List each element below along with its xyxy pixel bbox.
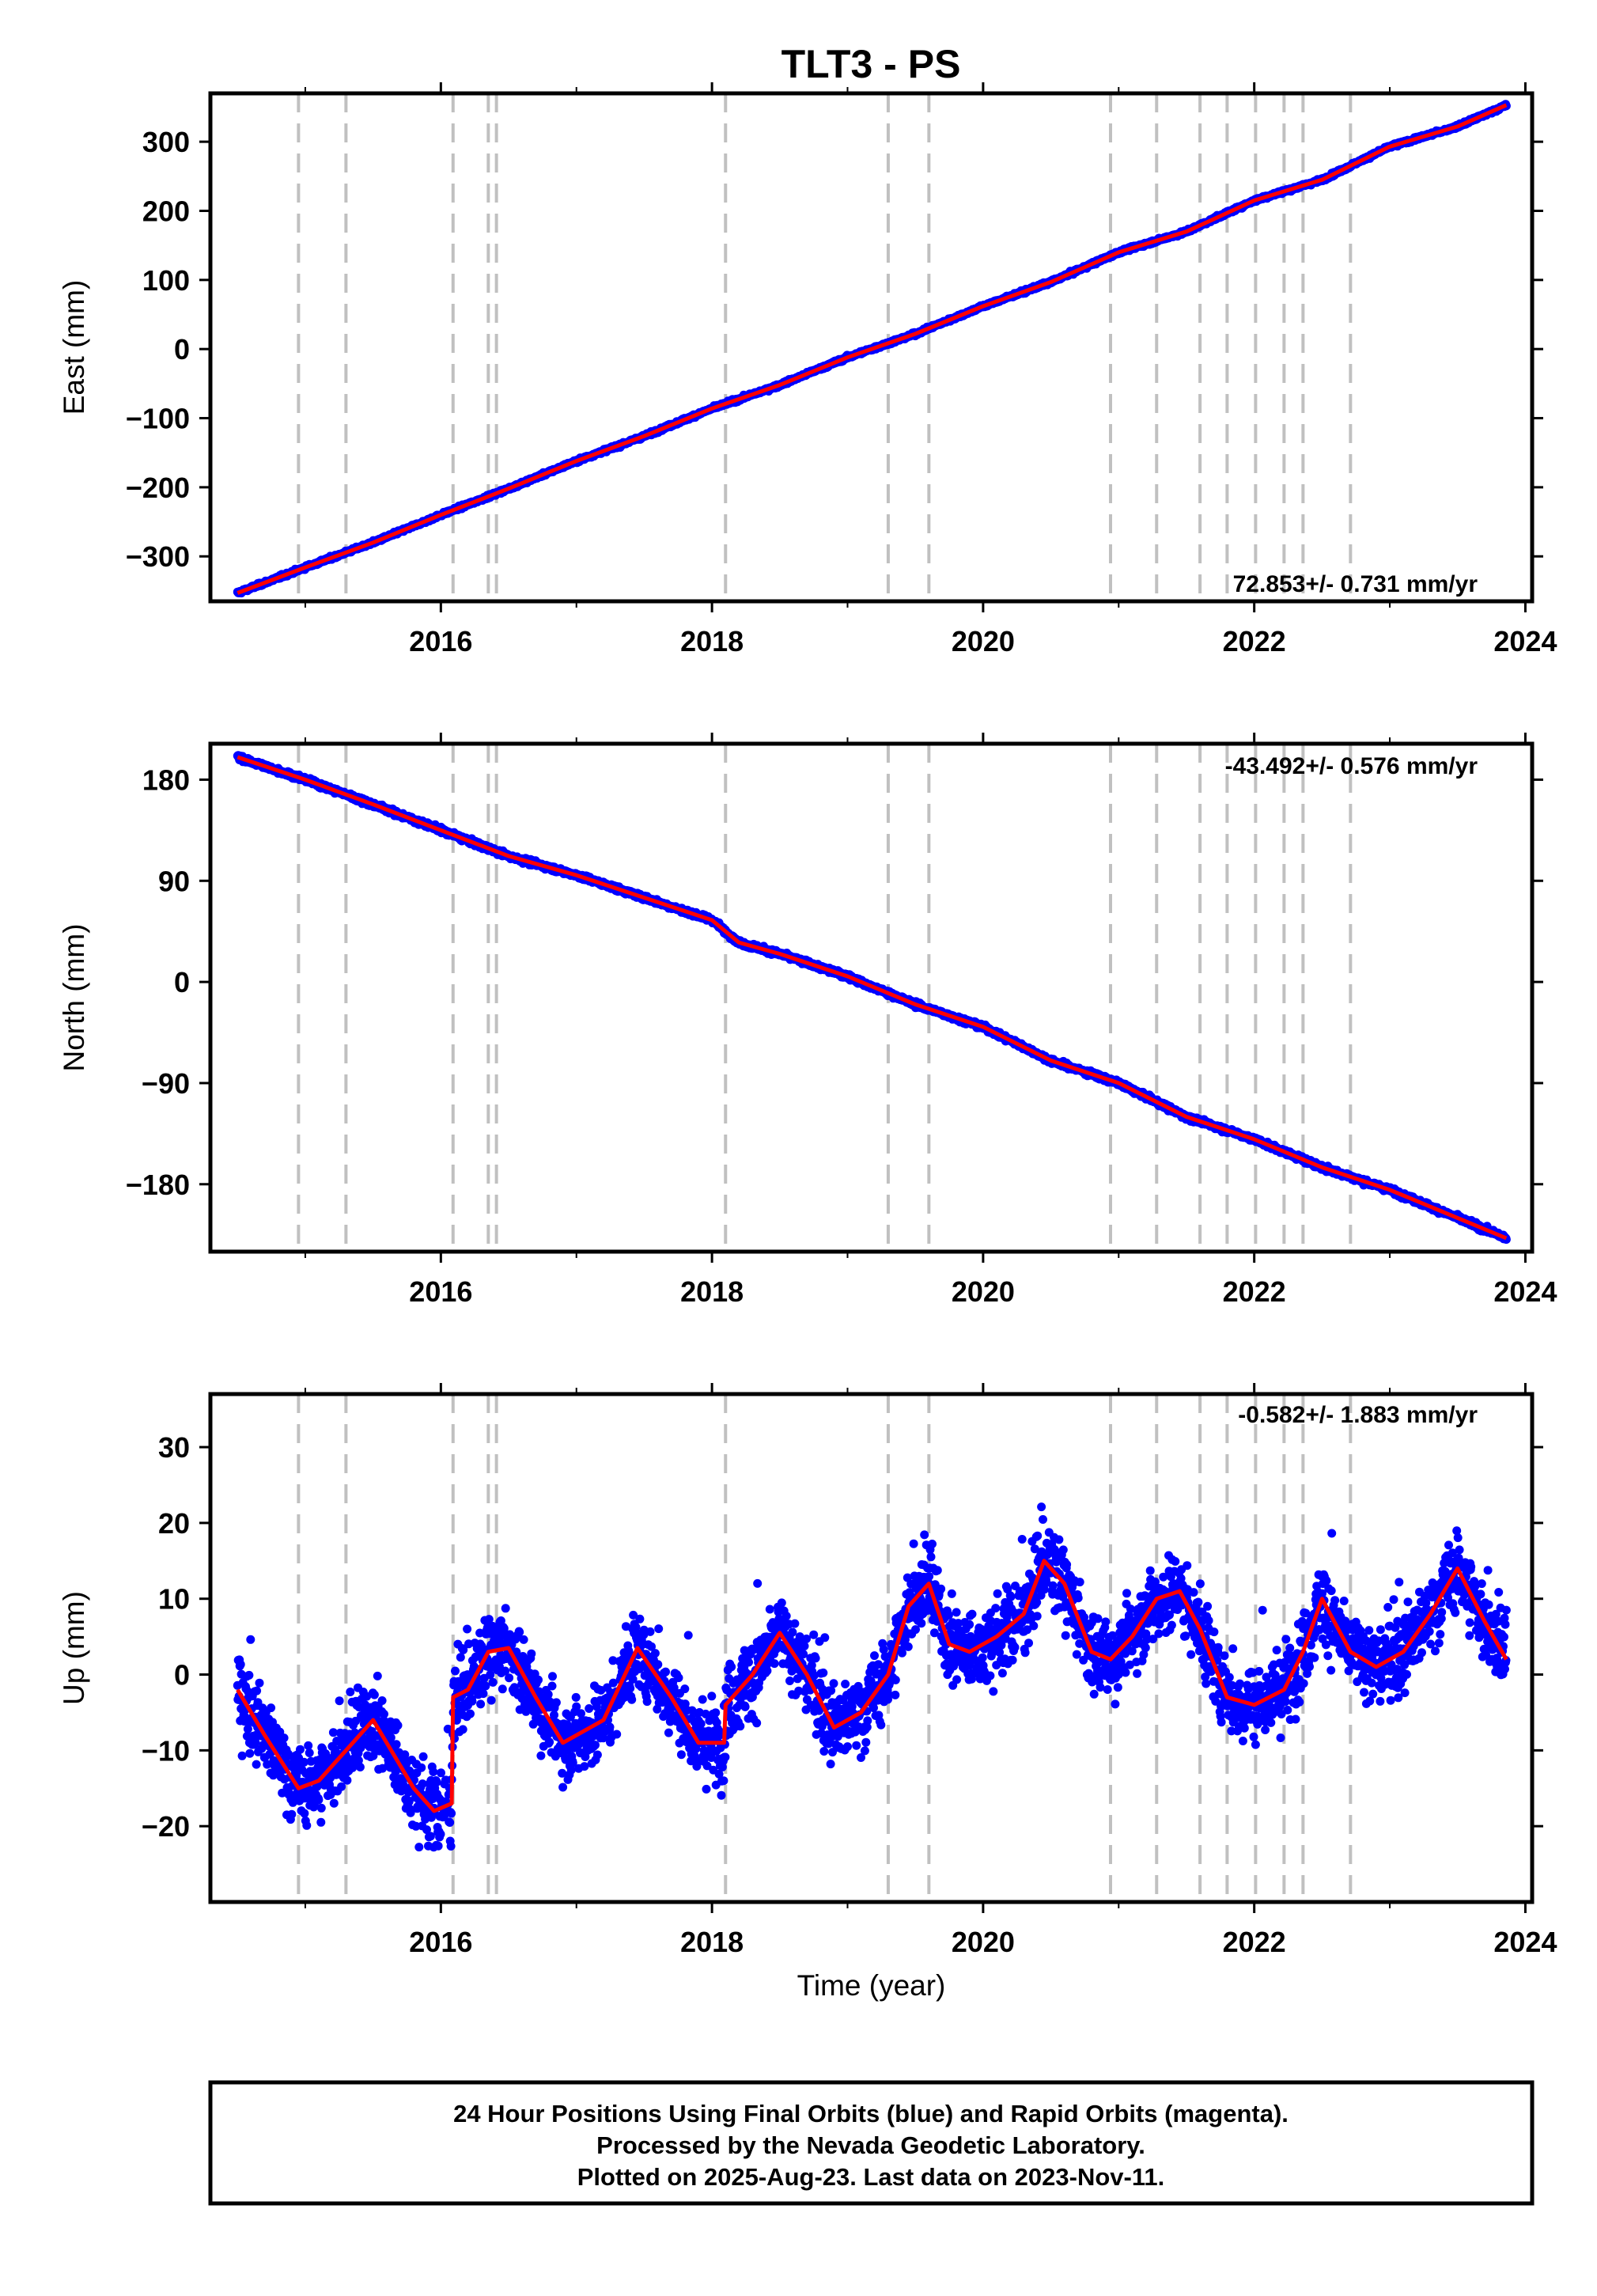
y-tick-label: −300 (126, 540, 190, 573)
x-tick-label: 2018 (680, 625, 744, 657)
y-tick-label: −200 (126, 472, 190, 504)
panels: 2016 2018 2020 2022 2024 −300 −200 −100 0 100 200 3… (58, 82, 1557, 2002)
x-tick-label: 2022 (1223, 625, 1286, 657)
rate-label: 72.853+/- 0.731 mm/yr (1233, 571, 1478, 597)
x-tick-label: 2020 (952, 625, 1015, 657)
chart-title: TLT3 - PS (781, 42, 961, 86)
y-tick-label: 200 (142, 195, 190, 227)
y-tick-label: 100 (142, 264, 190, 297)
x-tick-label: 2024 (1493, 625, 1557, 657)
y-tick-label: 300 (142, 126, 190, 158)
y-axis: −300 −200 −100 0 100 200 300 (126, 126, 1543, 573)
x-tick-label: 2016 (409, 625, 472, 657)
y-tick-label: −100 (126, 403, 190, 435)
y-tick-label: 0 (174, 333, 190, 366)
y-axis-label: East (mm) (58, 280, 90, 415)
panel-east: 2016 2018 2020 2022 2024 −300 −200 −100 0 100 200 3… (58, 82, 1557, 657)
